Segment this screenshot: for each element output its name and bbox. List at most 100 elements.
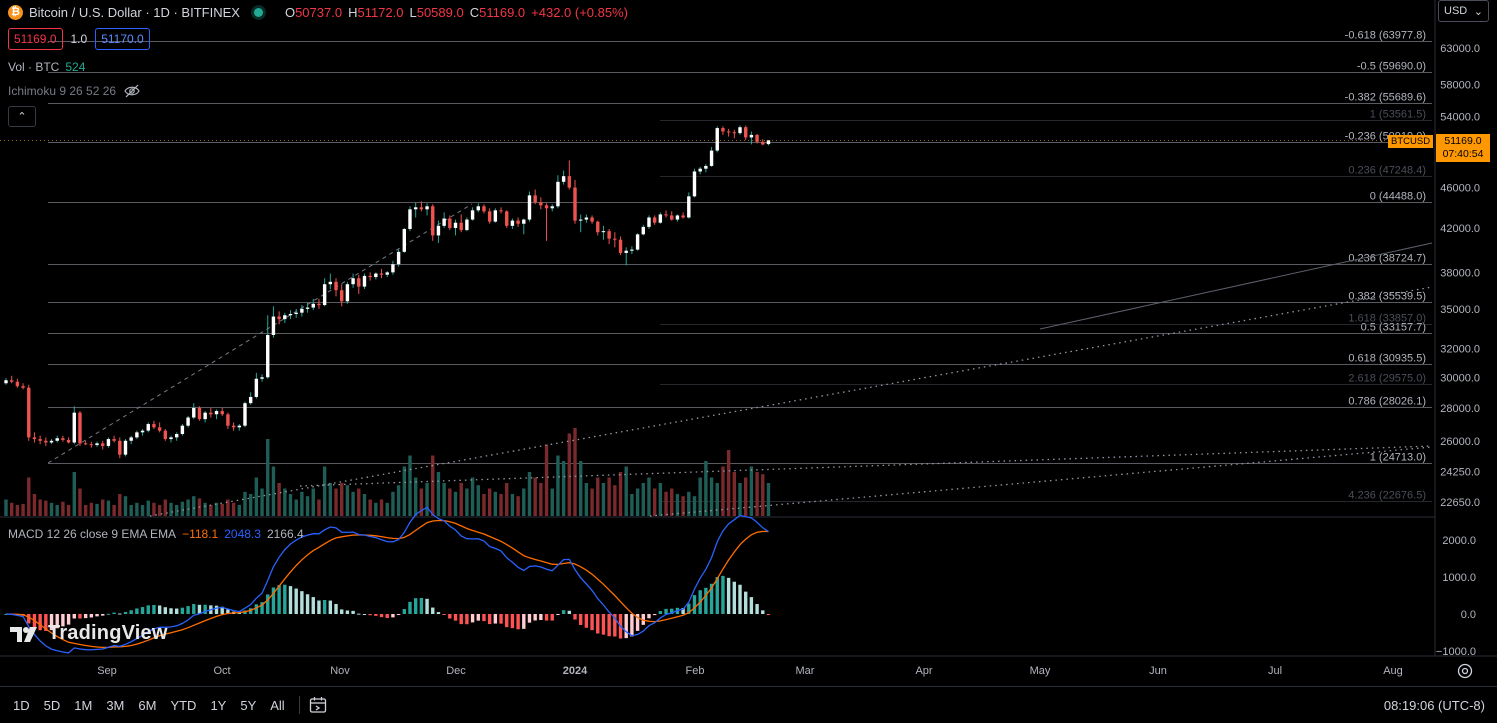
fib-extension-label: 0.236 (47248.4) bbox=[1348, 165, 1426, 177]
candle-body bbox=[123, 440, 128, 455]
candle-body bbox=[277, 316, 281, 320]
macd-histogram-bar bbox=[630, 614, 634, 637]
range-button-5y[interactable]: 5Y bbox=[240, 697, 257, 713]
collapse-legend-button[interactable]: ⌃ bbox=[8, 106, 36, 127]
volume-bar bbox=[613, 485, 617, 516]
time-axis-label: Dec bbox=[446, 665, 466, 677]
macd-histogram-bar bbox=[402, 609, 406, 614]
volume-bar bbox=[38, 499, 42, 516]
calendar-icon[interactable] bbox=[308, 695, 328, 715]
macd-histogram-bar bbox=[766, 614, 771, 615]
spread-value: 1.0 bbox=[70, 32, 88, 46]
tradingview-logo-icon bbox=[10, 626, 37, 642]
candle-body bbox=[260, 377, 264, 379]
ichimoku-legend[interactable]: Ichimoku 9 26 52 26 bbox=[8, 84, 140, 98]
volume-bar bbox=[470, 477, 475, 516]
macd-histogram-bar bbox=[715, 576, 719, 614]
price-axis-label: 32000.0 bbox=[1440, 344, 1480, 356]
ohlc-high-key: H bbox=[348, 4, 358, 20]
macd-legend[interactable]: MACD 12 26 close 9 EMA EMA −118.1 2048.3 21… bbox=[8, 527, 304, 541]
candle-body bbox=[345, 284, 350, 302]
macd-histogram-bar bbox=[192, 604, 196, 614]
range-button-1m[interactable]: 1M bbox=[74, 697, 93, 713]
eye-off-icon[interactable] bbox=[124, 84, 140, 98]
macd-histogram-bar bbox=[123, 611, 128, 614]
candle-body bbox=[607, 231, 611, 239]
candle-body bbox=[368, 275, 372, 278]
macd-histogram-bar bbox=[499, 614, 503, 624]
candle-body bbox=[49, 440, 54, 443]
candle-body bbox=[197, 407, 202, 420]
candle-body bbox=[140, 430, 145, 433]
range-button-5d[interactable]: 5D bbox=[43, 697, 61, 713]
volume-bar bbox=[83, 505, 88, 516]
macd-histogram-bar bbox=[396, 614, 401, 615]
volume-value: 524 bbox=[65, 60, 86, 74]
volume-bar bbox=[192, 496, 196, 516]
volume-bar bbox=[146, 500, 150, 516]
volume-bar bbox=[755, 472, 759, 516]
clock-timezone[interactable]: 08:19:06 (UTC-8) bbox=[1383, 697, 1485, 713]
volume-bar bbox=[590, 488, 594, 516]
macd-histogram-bar bbox=[641, 614, 645, 625]
volume-bar bbox=[732, 472, 737, 516]
candle-body bbox=[340, 290, 344, 302]
candle-body bbox=[61, 438, 65, 440]
candle-body bbox=[510, 220, 515, 226]
macd-histogram-bar bbox=[448, 614, 452, 619]
volume-bar bbox=[4, 499, 8, 516]
tradingview-logo[interactable]: TradingView bbox=[10, 622, 168, 645]
volume-bar bbox=[721, 466, 725, 516]
candle-body bbox=[266, 334, 270, 378]
range-button-6m[interactable]: 6M bbox=[138, 697, 157, 713]
volume-bar bbox=[527, 472, 532, 516]
bar-countdown: 07:40:54 bbox=[1442, 148, 1484, 160]
symbol-title[interactable]: Bitcoin / U.S. Dollar · 1D · BITFINEX bbox=[29, 4, 240, 20]
volume-bar bbox=[692, 496, 697, 516]
volume-bar bbox=[522, 488, 526, 516]
time-axis-label: Apr bbox=[915, 665, 932, 677]
market-status-icon[interactable] bbox=[253, 7, 263, 17]
price-axis-label: 26000.0 bbox=[1440, 436, 1480, 448]
volume-bar bbox=[573, 428, 577, 516]
candle-body bbox=[146, 424, 150, 431]
volume-bar bbox=[385, 502, 389, 516]
range-button-ytd[interactable]: YTD bbox=[170, 697, 197, 713]
ohlc-open-value: 50737.0 bbox=[295, 4, 343, 20]
candle-body bbox=[66, 439, 71, 443]
macd-histogram-bar bbox=[596, 614, 600, 634]
macd-histogram-bar bbox=[635, 614, 640, 631]
range-button-all[interactable]: All bbox=[270, 697, 285, 713]
volume-bar bbox=[288, 494, 293, 516]
macd-histogram-bar bbox=[66, 614, 71, 625]
volume-bar bbox=[476, 485, 480, 516]
candle-body bbox=[169, 437, 173, 440]
macd-histogram-bar bbox=[761, 610, 765, 614]
macd-histogram-bar bbox=[112, 612, 116, 614]
range-button-1d[interactable]: 1D bbox=[13, 697, 30, 713]
macd-histogram-bar bbox=[516, 614, 520, 630]
range-button-3m[interactable]: 3M bbox=[106, 697, 125, 713]
candle-body bbox=[129, 437, 133, 441]
sell-price-button[interactable]: 51169.0 bbox=[8, 28, 63, 50]
macd-histogram-bar bbox=[613, 614, 617, 637]
ohlc-change: +432.0 (+0.85%) bbox=[531, 4, 628, 20]
candle-body bbox=[357, 278, 361, 287]
volume-bar bbox=[641, 483, 645, 516]
macd-histogram-bar bbox=[482, 614, 486, 622]
volume-bar bbox=[670, 488, 674, 516]
macd-histogram-bar bbox=[510, 614, 515, 629]
currency-select[interactable]: USD ⌄ bbox=[1438, 0, 1489, 22]
price-chart[interactable]: -0.618 (63977.8) -0.5 (59690.0) -0.382 (55… bbox=[0, 0, 1497, 686]
buy-price-button[interactable]: 51170.0 bbox=[95, 28, 150, 50]
volume-bar bbox=[567, 433, 572, 516]
macd-histogram-bar bbox=[567, 610, 572, 614]
macd-histogram-bar bbox=[106, 613, 111, 615]
symbol-price-tag: BTCUSD bbox=[1388, 135, 1434, 148]
candle-body bbox=[459, 222, 463, 231]
candle-body bbox=[362, 275, 367, 287]
volume-bar bbox=[322, 466, 327, 516]
volume-legend[interactable]: Vol · BTC 524 bbox=[8, 60, 85, 74]
settings-icon[interactable] bbox=[1456, 662, 1474, 680]
range-button-1y[interactable]: 1Y bbox=[210, 697, 227, 713]
